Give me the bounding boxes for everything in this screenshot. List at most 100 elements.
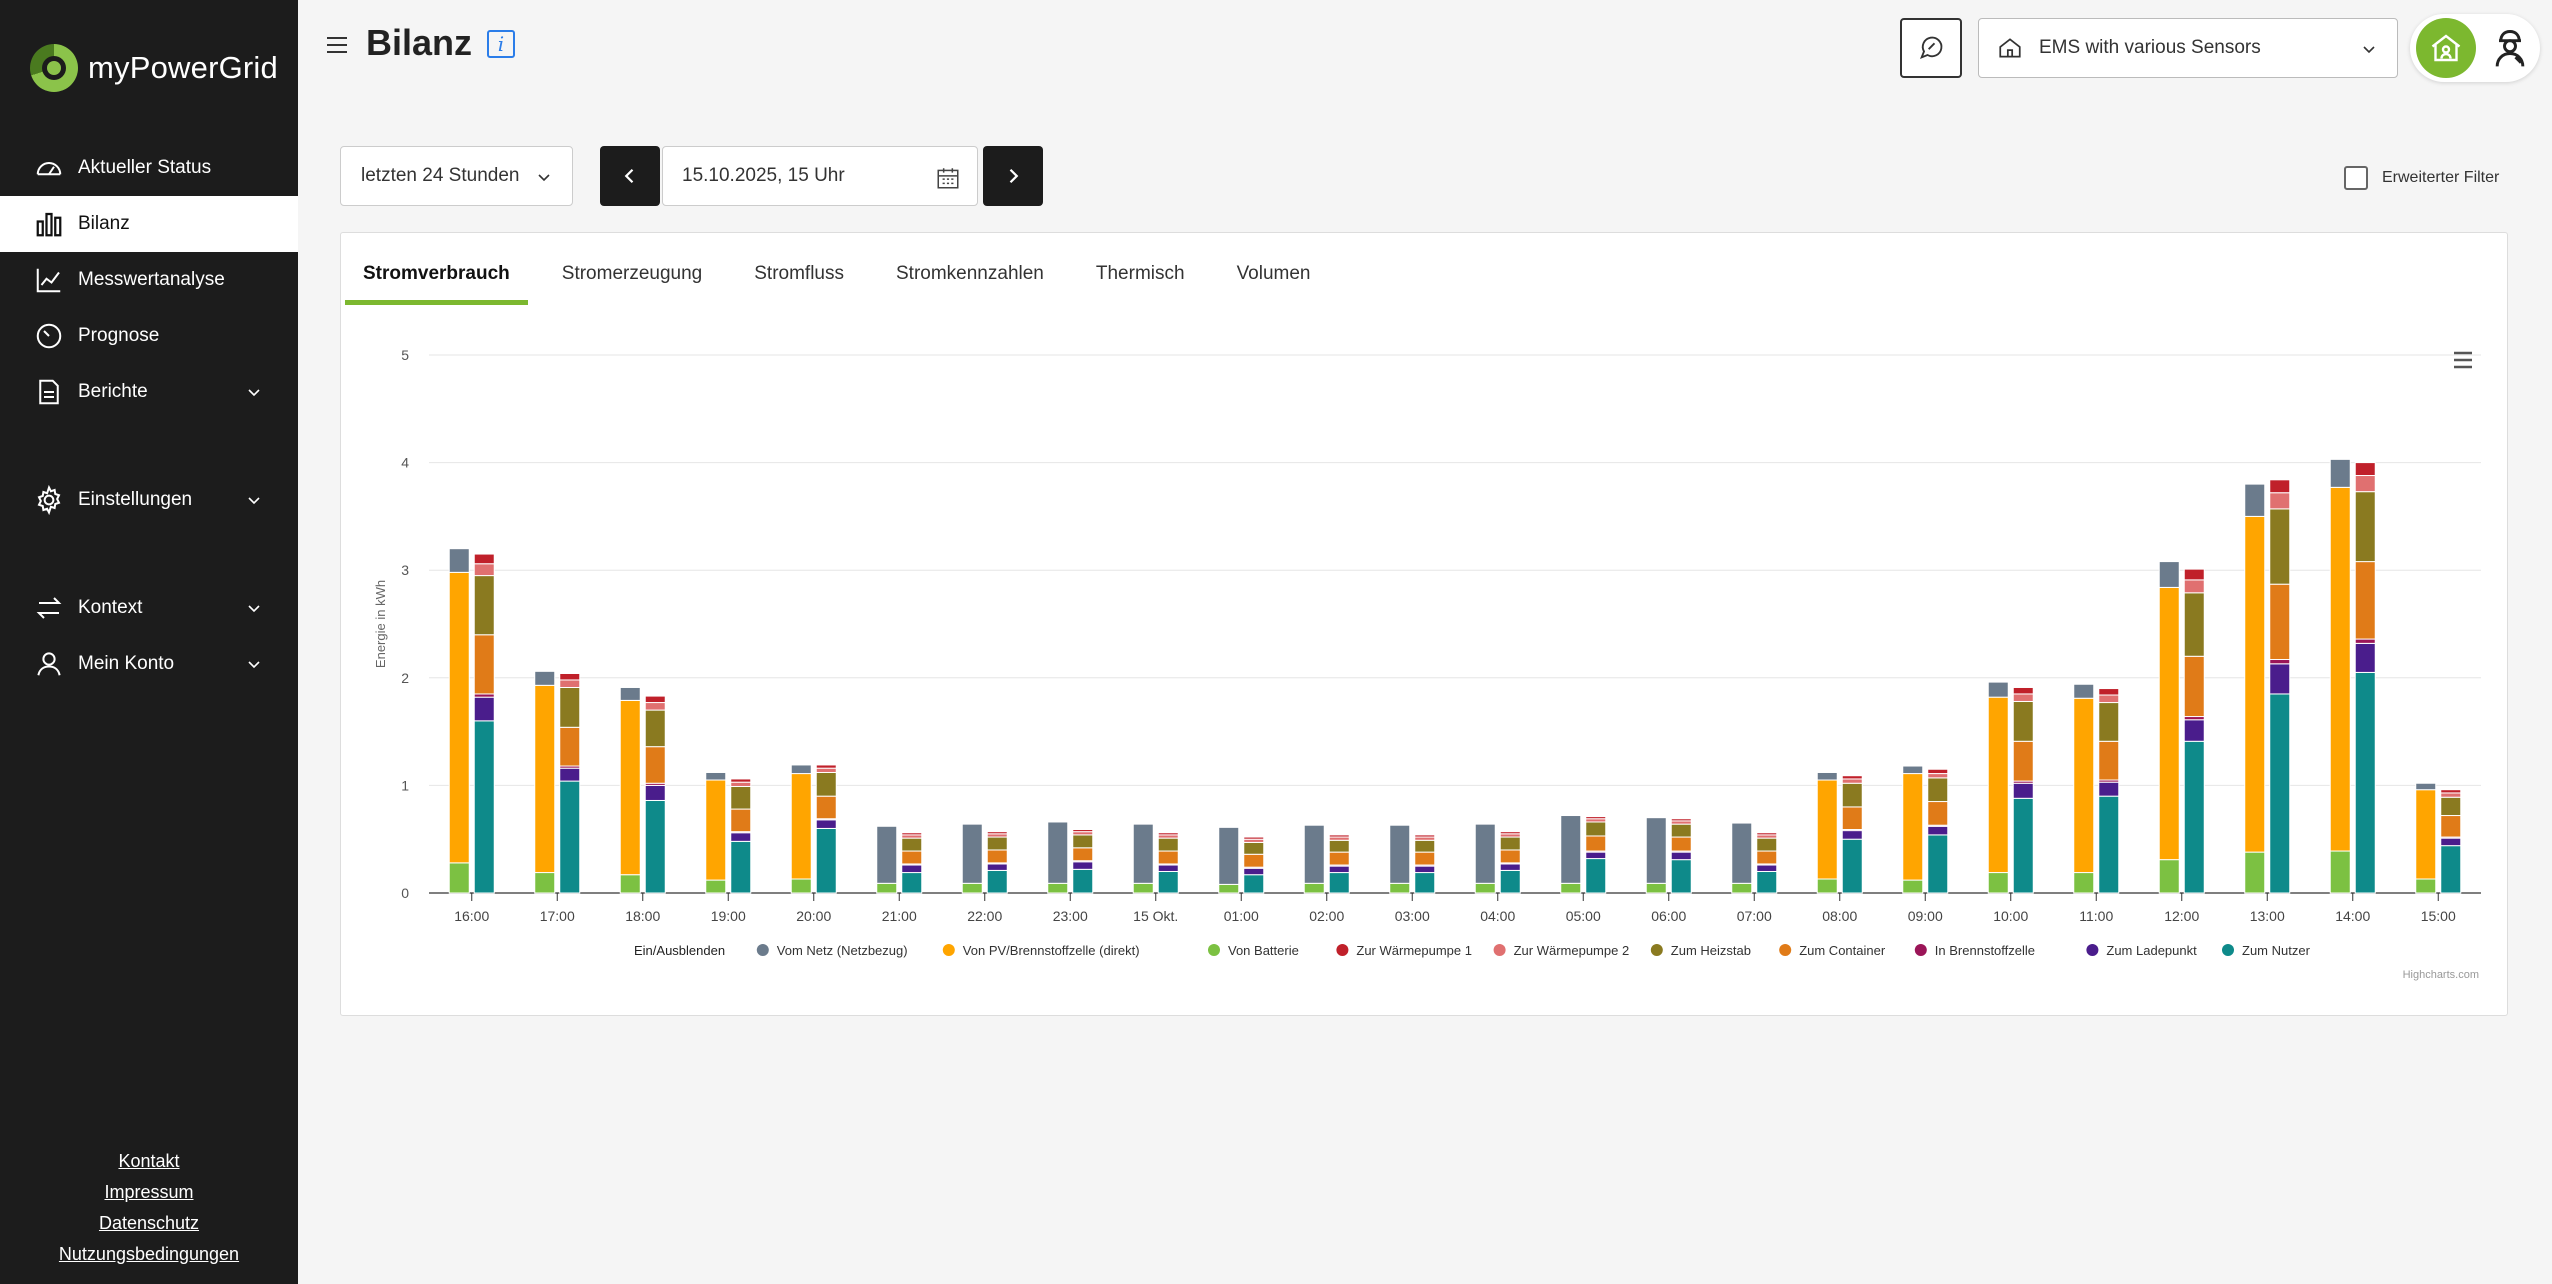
bar-segment-sink [473,696,495,722]
link-nutzungsbedingungen[interactable]: Nutzungsbedingungen [58,1244,240,1264]
bar-segment-source [2415,782,2437,791]
bar-segment-sink [644,709,666,748]
account-switcher[interactable] [2410,14,2540,82]
bar-segment-sink [730,778,752,783]
chevron-down-icon [538,174,550,182]
bar-segment-sink [473,720,495,894]
sidebar-item-bilanz[interactable]: Bilanz [0,196,298,252]
sidebar-item-messwertanalyse[interactable]: Messwertanalyse [0,252,298,308]
technician-icon[interactable] [2488,26,2532,70]
x-tick-label: 01:00 [1224,908,1259,924]
bar-segment-sink [473,575,495,636]
bar-segment-sink [1841,775,1863,780]
bar-segment-source [448,571,470,864]
info-icon[interactable]: i [487,30,515,58]
bar-segment-sink [2269,663,2291,695]
previous-period-button[interactable] [600,146,660,206]
date-picker-field[interactable]: 15.10.2025, 15 Uhr [662,146,978,206]
bar-segment-sink [1841,782,1863,808]
legend-item[interactable]: Zum Heizstab [1671,943,1751,958]
bar-segment-source [2073,697,2095,874]
advanced-filter-checkbox[interactable] [2344,166,2368,190]
line-chart-icon [36,268,61,293]
bar-segment-source [1132,882,1154,894]
sidebar-item-kontext[interactable]: Kontext [0,580,298,636]
time-range-value: letzten 24 Stunden [361,165,520,186]
site-select[interactable]: EMS with various Sensors [1978,18,2398,78]
x-tick-label: 18:00 [625,908,660,924]
page-title: Bilanz [366,22,473,63]
bar-segment-sink [2354,462,2376,477]
bar-segment-sink [901,832,923,836]
tab-volumen[interactable]: Volumen [1236,263,1311,284]
house-user-avatar[interactable] [2416,18,2476,78]
x-tick-label: 15:00 [2421,908,2456,924]
feedback-button[interactable] [1900,18,1962,78]
next-period-button[interactable] [983,146,1043,206]
legend-item[interactable]: Zum Nutzer [2242,943,2311,958]
link-impressum[interactable]: Impressum [104,1182,194,1202]
legend-item[interactable]: Von Batterie [1228,943,1299,958]
bar-segment-sink [559,686,581,728]
legend-toggle[interactable]: Ein/Ausblenden [634,943,725,958]
bar-segment-sink [986,836,1008,851]
advanced-filter-toggle[interactable]: Erweiterter Filter [2344,166,2499,190]
chart-credits[interactable]: Highcharts.com [2402,969,2479,981]
bar-segment-sink [644,784,666,801]
bar-segment-sink [1072,834,1094,849]
sidebar-item-label: Prognose [78,325,160,346]
x-tick-label: 04:00 [1480,908,1515,924]
legend-item[interactable]: Zur Wärmepumpe 1 [1356,943,1472,958]
bar-segment-source [1645,882,1667,894]
bar-segment-source [705,771,727,781]
hamburger-menu-icon[interactable] [326,36,348,54]
feedback-icon [1919,36,1943,60]
calendar-icon[interactable] [935,165,961,191]
bar-segment-sink [1157,837,1179,852]
bar-segment-sink [1585,821,1607,837]
bar-segment-source [1389,882,1411,894]
sidebar-item-aktueller-status[interactable]: Aktueller Status [0,140,298,196]
sidebar-item-berichte[interactable]: Berichte [0,364,298,420]
bar-segment-sink [1328,872,1350,894]
sidebar-item-einstellungen[interactable]: Einstellungen [0,472,298,528]
bar-segment-sink [730,832,752,842]
legend-item[interactable]: Zur Wärmepumpe 2 [1514,943,1630,958]
chevron-right-icon [1009,168,1019,184]
sidebar-item-mein-konto[interactable]: Mein Konto [0,636,298,692]
bar-segment-sink [2269,583,2291,661]
brand-logo[interactable]: myPowerGrid [30,44,278,92]
link-datenschutz[interactable]: Datenschutz [98,1213,200,1233]
bar-segment-sink [1157,850,1179,865]
bar-segment-sink [1927,777,1949,803]
link-kontakt[interactable]: Kontakt [118,1151,180,1171]
bar-segment-source [2415,789,2437,880]
legend-item[interactable]: Zum Ladepunkt [2106,943,2197,958]
bar-segment-sink [2269,693,2291,894]
tab-stromkennzahlen[interactable]: Stromkennzahlen [896,263,1044,284]
bar-segment-sink [1670,859,1692,894]
legend-item[interactable]: In Brennstoffzelle [1935,943,2035,958]
bar-segment-sink [815,764,837,769]
x-tick-label: 14:00 [2335,908,2370,924]
bar-segment-source [2329,850,2351,894]
chart-panel: Stromverbrauch Stromerzeugung Stromfluss… [340,232,2508,1016]
tab-stromfluss[interactable]: Stromfluss [754,263,844,284]
bar-segment-sink [2440,815,2462,838]
bar-segment-sink [815,767,837,773]
bar-segment-sink [1499,836,1521,851]
chevron-down-icon [248,661,260,669]
legend-item[interactable]: Vom Netz (Netzbezug) [777,943,908,958]
time-range-select[interactable]: letzten 24 Stunden [340,146,573,206]
legend-item[interactable]: Zum Container [1799,943,1886,958]
chart-menu-icon[interactable] [2453,351,2473,369]
bar-segment-sink [1072,868,1094,894]
bar-segment-source [1816,771,1838,781]
legend-marker [942,944,955,956]
tab-stromerzeugung[interactable]: Stromerzeugung [561,263,703,284]
sidebar-item-prognose[interactable]: Prognose [0,308,298,364]
legend-marker [1779,944,1792,956]
tab-stromverbrauch[interactable]: Stromverbrauch [345,263,528,305]
legend-item[interactable]: Von PV/Brennstoffzelle (direkt) [963,943,1140,958]
tab-thermisch[interactable]: Thermisch [1095,263,1185,284]
